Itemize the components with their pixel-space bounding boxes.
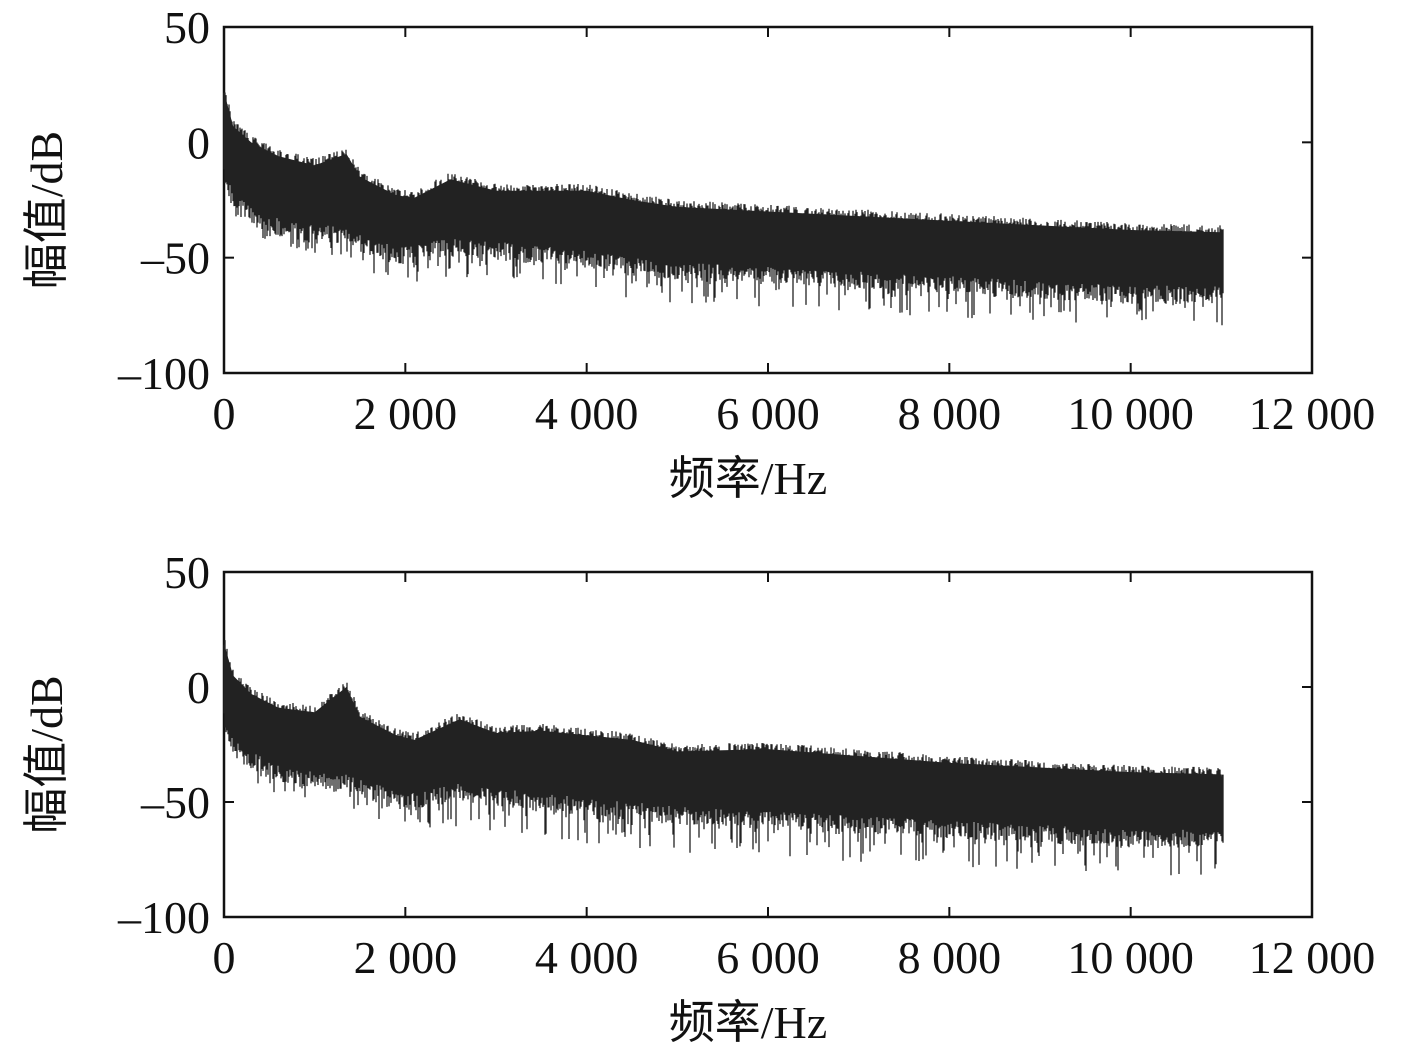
y-tick-label: 50: [164, 2, 210, 53]
x-tick-label: 4 000: [535, 932, 639, 983]
y-tick-label: –50: [140, 777, 210, 828]
y-tick-label: –50: [140, 233, 210, 284]
x-axis-label: 频率/Hz: [669, 997, 827, 1048]
x-tick-label: 12 000: [1249, 388, 1376, 439]
spectrum-series-trace: [223, 640, 1224, 876]
x-tick-label: 8 000: [898, 932, 1002, 983]
y-tick-label: 0: [187, 117, 210, 168]
x-tick-label: 8 000: [898, 388, 1002, 439]
y-tick-label: –100: [117, 348, 210, 399]
x-tick-label: 2 000: [354, 932, 458, 983]
spectrum-panel-top: 0 2 000 4 000 6 000 8 000 10 000 12 000 –100 –50…: [21, 2, 1375, 504]
x-tick-label: 10 000: [1067, 388, 1194, 439]
spectrum-series-trace: [223, 92, 1224, 326]
y-axis-label: 幅值/dB: [21, 675, 72, 833]
y-tick-label: 0: [187, 662, 210, 713]
x-tick-label: 10 000: [1067, 932, 1194, 983]
y-tick-label: –100: [117, 892, 210, 943]
x-tick-label: 2 000: [354, 388, 458, 439]
spectrum-panel-bottom: 0 2 000 4 000 6 000 8 000 10 000 12 000 –100 –50…: [21, 547, 1375, 1048]
x-axis-label: 频率/Hz: [669, 453, 827, 504]
y-tick-label: 50: [164, 547, 210, 598]
x-tick-label: 0: [213, 388, 236, 439]
x-tick-label: 6 000: [716, 388, 820, 439]
y-axis-label: 幅值/dB: [21, 131, 72, 289]
x-tick-label: 12 000: [1249, 932, 1376, 983]
x-tick-label: 4 000: [535, 388, 639, 439]
x-tick-label: 0: [213, 932, 236, 983]
x-tick-label: 6 000: [716, 932, 820, 983]
